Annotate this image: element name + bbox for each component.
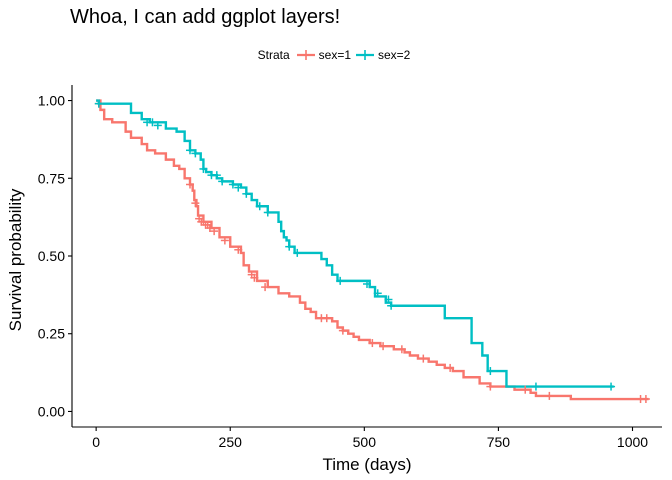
x-tick-label: 0 bbox=[92, 434, 100, 450]
censor-mark-sex2 bbox=[228, 180, 237, 189]
censor-mark-sex2 bbox=[363, 279, 371, 288]
censor-mark-sex1 bbox=[368, 339, 377, 348]
censor-mark-sex1 bbox=[220, 236, 229, 245]
curve-sex2 bbox=[96, 99, 614, 388]
censor-mark-sex1 bbox=[250, 273, 259, 282]
censor-mark-sex1 bbox=[486, 382, 495, 391]
censor-mark-sex1 bbox=[397, 345, 406, 354]
axes: 0 250 500 750 1000 0.00 0.25 0.50 0.75 1.00 bbox=[38, 85, 662, 450]
censor-mark-sex1 bbox=[419, 354, 428, 363]
legend: Strata sex=1 sex=2 bbox=[0, 48, 672, 62]
x-tick-label: 500 bbox=[353, 434, 377, 450]
censor-mark-sex2 bbox=[285, 242, 294, 251]
y-tick-label: 1.00 bbox=[38, 93, 65, 109]
censor-mark-sex2 bbox=[336, 276, 345, 285]
censor-mark-sex2 bbox=[384, 295, 393, 304]
censor-mark-sex1 bbox=[261, 283, 270, 292]
censor-mark-sex1 bbox=[205, 224, 214, 233]
censor-mark-sex2 bbox=[199, 164, 208, 173]
y-tick-label: 0.25 bbox=[38, 326, 65, 342]
curve-sex1 bbox=[96, 99, 649, 401]
censor-mark-sex2 bbox=[242, 189, 251, 198]
censor-mark-sex2 bbox=[387, 301, 396, 310]
censor-mark-sex1 bbox=[186, 180, 194, 189]
censor-mark-sex2 bbox=[263, 208, 272, 217]
legend-title: Strata bbox=[257, 48, 290, 62]
y-axis-title: Survival probability bbox=[6, 188, 25, 331]
censor-mark-sex1 bbox=[210, 227, 219, 236]
x-axis-title: Time (days) bbox=[322, 455, 411, 474]
censor-mark-sex2 bbox=[148, 118, 157, 127]
legend-label-sex2: sex=2 bbox=[378, 48, 411, 62]
x-tick-label: 1000 bbox=[617, 434, 648, 450]
censor-mark-sex1 bbox=[521, 385, 530, 394]
censor-marks bbox=[94, 99, 650, 404]
censor-mark-sex2 bbox=[373, 289, 382, 298]
censor-mark-sex1 bbox=[379, 342, 388, 351]
censor-mark-sex2 bbox=[191, 149, 200, 158]
y-tick-label: 0.50 bbox=[38, 248, 65, 264]
legend-item-sex1: sex=1 bbox=[296, 48, 351, 62]
censor-mark-sex2 bbox=[212, 171, 221, 180]
censor-mark-sex2 bbox=[293, 248, 302, 257]
legend-key-sex2 bbox=[356, 50, 374, 60]
legend-label-sex1: sex=1 bbox=[318, 48, 351, 62]
censor-mark-sex1 bbox=[446, 363, 455, 372]
censor-mark-sex2 bbox=[218, 177, 227, 186]
censor-mark-sex1 bbox=[191, 199, 200, 208]
chart-title: Whoa, I can add ggplot layers! bbox=[70, 6, 341, 28]
survival-curves bbox=[96, 99, 649, 401]
censor-mark-sex1 bbox=[322, 314, 331, 323]
censor-mark-sex2 bbox=[255, 202, 264, 211]
censor-mark-sex2 bbox=[486, 367, 495, 376]
censor-mark-sex2 bbox=[607, 382, 616, 391]
censor-mark-sex1 bbox=[234, 245, 243, 254]
censor-mark-sex1 bbox=[545, 391, 554, 400]
x-tick-label: 750 bbox=[487, 434, 511, 450]
y-tick-label: 0.00 bbox=[38, 403, 65, 419]
censor-mark-sex1 bbox=[338, 326, 347, 335]
censor-mark-sex2 bbox=[94, 99, 103, 108]
censor-mark-sex1 bbox=[641, 395, 650, 404]
censor-mark-sex2 bbox=[234, 183, 243, 192]
censor-mark-sex2 bbox=[531, 382, 540, 391]
legend-item-sex2: sex=2 bbox=[355, 48, 410, 62]
x-tick-label: 250 bbox=[219, 434, 243, 450]
censor-mark-sex2 bbox=[186, 146, 194, 155]
legend-key-sex1 bbox=[296, 50, 315, 60]
y-tick-label: 0.75 bbox=[38, 170, 65, 186]
censor-mark-sex2 bbox=[153, 121, 162, 130]
